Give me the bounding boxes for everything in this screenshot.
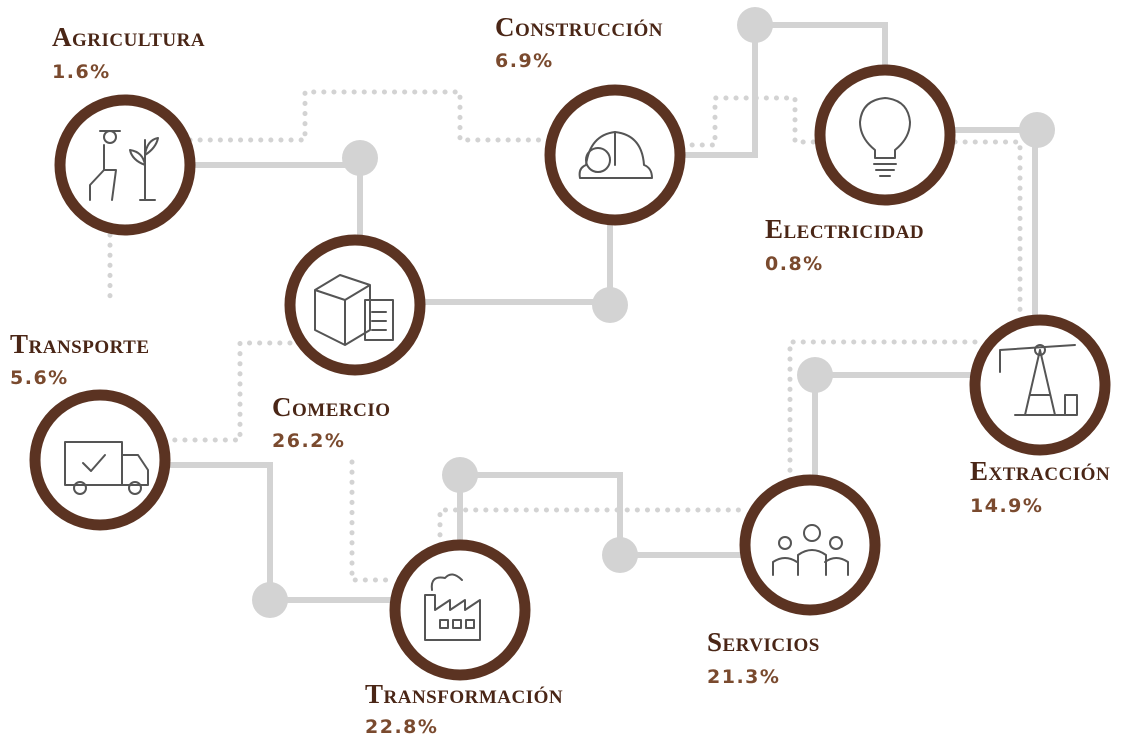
connector [812, 372, 975, 480]
node-agricultura: Agricultura 1.6% [52, 22, 205, 236]
node-comercio: Comercio 26.2% [272, 234, 426, 452]
node-extraccion: Extracción 14.9% [969, 314, 1111, 517]
node-value: 21.3% [707, 666, 780, 688]
junction [1019, 112, 1055, 148]
icon-pumpjack [999, 344, 1078, 416]
node-servicios: Servicios 21.3% [707, 474, 881, 688]
icon-farmer [89, 130, 159, 201]
junction [602, 537, 638, 573]
node-construccion: Construcción 6.9% [495, 12, 686, 226]
icon-factory [424, 573, 481, 641]
node-label: Extracción [970, 456, 1110, 486]
node-ring [814, 64, 956, 206]
dotted-connector [169, 340, 293, 443]
connector [457, 472, 745, 558]
node-ring [284, 234, 426, 376]
node-value: 5.6% [10, 367, 69, 389]
node-value: 1.6% [52, 61, 111, 83]
connector [165, 462, 395, 603]
junction [592, 287, 628, 323]
dotted-connector [187, 89, 553, 143]
node-value: 26.2% [272, 430, 345, 452]
node-label: Construcción [495, 12, 663, 42]
node-ring [739, 474, 881, 616]
dotted-connector [349, 459, 398, 583]
connector [420, 222, 613, 305]
node-label: Transporte [10, 329, 150, 359]
node-label: Electricidad [765, 214, 924, 244]
junction [252, 582, 288, 618]
node-ring [389, 539, 531, 681]
node-transporte: Transporte 5.6% [10, 329, 171, 531]
node-label: Comercio [272, 392, 391, 422]
junction [737, 7, 773, 43]
node-ring [969, 314, 1111, 456]
icon-box [314, 274, 394, 346]
node-value: 0.8% [765, 253, 824, 275]
icon-truck [64, 441, 149, 495]
node-value: 6.9% [495, 50, 554, 72]
node-value: 22.8% [365, 716, 438, 736]
icon-helmet [578, 131, 653, 179]
node-ring [54, 94, 196, 236]
dotted-connector [787, 339, 978, 481]
node-label: Agricultura [52, 22, 205, 52]
junction [442, 457, 478, 493]
icon-bulb [859, 97, 911, 177]
connectors [107, 7, 1055, 618]
node-transformacion: Transformación 22.8% [365, 539, 563, 736]
node-label: Transformación [365, 679, 563, 709]
icon-people [772, 524, 849, 576]
dotted-connector [952, 139, 1023, 315]
node-electricidad: Electricidad 0.8% [765, 64, 956, 275]
junction [797, 357, 833, 393]
node-value: 14.9% [970, 495, 1043, 517]
junction [342, 140, 378, 176]
node-label: Servicios [707, 627, 820, 657]
dotted-connector [437, 507, 748, 548]
connector [190, 162, 363, 240]
